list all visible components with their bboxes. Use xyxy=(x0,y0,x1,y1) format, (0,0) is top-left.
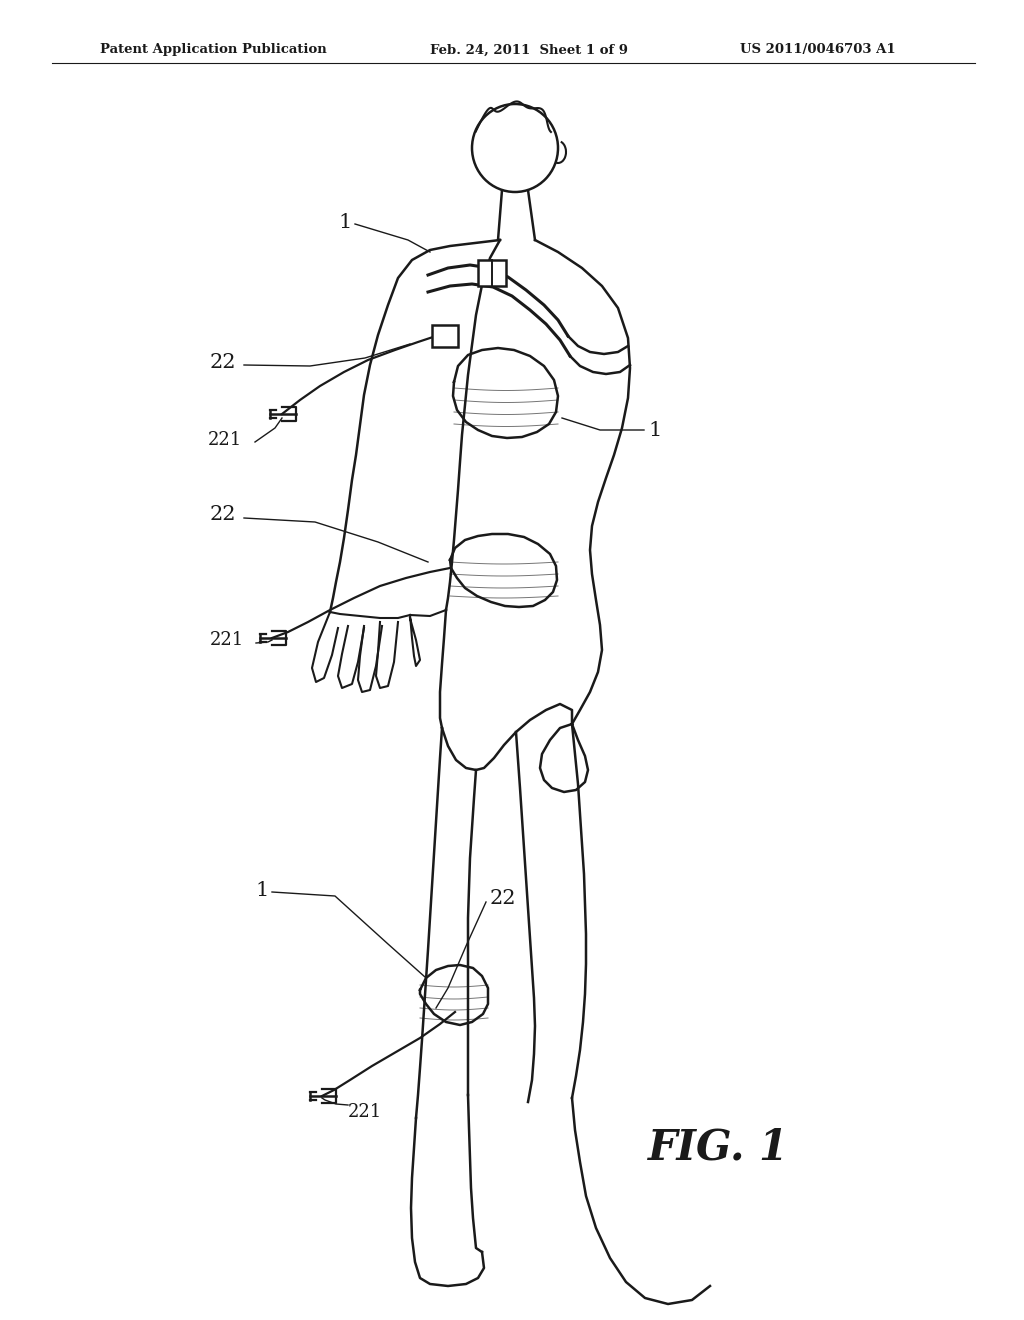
FancyBboxPatch shape xyxy=(478,260,506,286)
Text: Patent Application Publication: Patent Application Publication xyxy=(100,44,327,57)
Text: 221: 221 xyxy=(348,1104,382,1121)
Text: FIG. 1: FIG. 1 xyxy=(648,1127,790,1170)
Text: US 2011/0046703 A1: US 2011/0046703 A1 xyxy=(740,44,896,57)
Text: 22: 22 xyxy=(490,888,516,908)
Text: 1: 1 xyxy=(648,421,662,440)
Ellipse shape xyxy=(472,104,558,191)
Text: 22: 22 xyxy=(210,354,237,372)
Text: 221: 221 xyxy=(208,432,243,449)
FancyBboxPatch shape xyxy=(432,325,458,347)
Text: 221: 221 xyxy=(210,631,245,649)
Text: 1: 1 xyxy=(338,213,351,231)
Text: 1: 1 xyxy=(255,880,268,899)
Text: Feb. 24, 2011  Sheet 1 of 9: Feb. 24, 2011 Sheet 1 of 9 xyxy=(430,44,628,57)
Text: 22: 22 xyxy=(210,506,237,524)
